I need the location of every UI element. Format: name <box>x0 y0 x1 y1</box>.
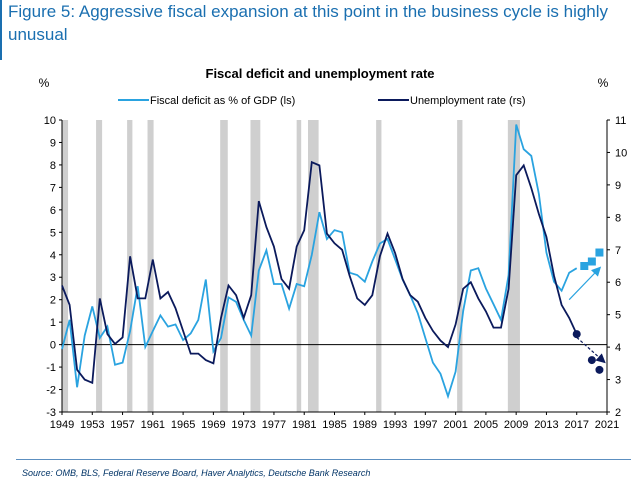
x-tick-label-0: 1949 <box>50 419 74 431</box>
chart: Fiscal deficit and unemployment rate % %… <box>39 66 628 431</box>
x-tick-label-17: 2017 <box>564 419 588 431</box>
x-tick-label-3: 1961 <box>141 419 165 431</box>
y-left-tick-label-7: 4 <box>50 250 56 262</box>
x-tick-label-8: 1981 <box>292 419 316 431</box>
y-right-tick-label-5: 7 <box>615 245 621 257</box>
recession-bands <box>62 120 520 412</box>
y-right-tick-label-3: 5 <box>615 310 621 322</box>
deficit-projection-marker-2 <box>595 248 604 257</box>
y-right-tick-label-4: 6 <box>615 277 621 289</box>
y-right-tick-label-7: 9 <box>615 180 621 192</box>
x-tick-label-1: 1953 <box>80 419 104 431</box>
y-left-tick-label-6: 3 <box>50 272 56 284</box>
x-tick-label-7: 1977 <box>262 419 286 431</box>
y-left-tick-label-13: 10 <box>44 115 56 127</box>
series-lines <box>61 124 578 400</box>
x-tick-label-12: 1997 <box>413 419 437 431</box>
unemployment-projection-marker-0 <box>572 330 581 339</box>
source-note: Source: OMB, BLS, Federal Reserve Board,… <box>22 468 371 478</box>
chart-title: Fiscal deficit and unemployment rate <box>206 66 435 81</box>
y-left-tick-label-4: 1 <box>50 317 56 329</box>
unemployment-projection-marker-1 <box>587 356 596 365</box>
legend: Fiscal deficit as % of GDP (ls) Unemploy… <box>118 95 526 107</box>
recession-band-9 <box>457 120 463 412</box>
y-left-tick-label-12: 9 <box>50 137 56 149</box>
x-tick-label-10: 1989 <box>353 419 377 431</box>
deficit-projection-marker-1 <box>587 257 596 266</box>
recession-band-4 <box>220 120 228 412</box>
x-tick-label-2: 1957 <box>110 419 134 431</box>
y-right-tick-label-8: 10 <box>615 147 627 159</box>
y-left-tick-label-9: 6 <box>50 205 56 217</box>
deficit-projection-marker-0 <box>580 262 589 270</box>
y-left-tick-label-1: -2 <box>46 385 56 397</box>
deficit-line <box>61 124 578 400</box>
x-axis-ticks: 1949 1953 1957 1961 1965 1969 1973 1977 1981 1985… <box>50 412 619 431</box>
ylabel-left: % <box>39 76 50 90</box>
figure-title: Figure 5: Aggressive fiscal expansion at… <box>0 0 634 60</box>
unemployment-projection-marker-2 <box>595 365 604 374</box>
y-axis-right-ticks: 2 3 4 5 6 7 8 9 10 11 <box>607 115 627 419</box>
source-divider <box>16 459 631 460</box>
y-left-tick-label-3: 0 <box>50 340 56 352</box>
x-tick-label-15: 2009 <box>504 419 528 431</box>
unemployment-line <box>61 160 578 385</box>
recession-band-3 <box>147 120 154 412</box>
legend-deficit-label: Fiscal deficit as % of GDP (ls) <box>150 95 295 107</box>
x-tick-label-16: 2013 <box>534 419 558 431</box>
y-left-tick-label-5: 2 <box>50 295 56 307</box>
y-left-tick-label-11: 8 <box>50 160 56 172</box>
y-right-tick-label-1: 3 <box>615 375 621 387</box>
recession-band-0 <box>62 120 69 412</box>
legend-unemployment-label: Unemployment rate (rs) <box>410 95 526 107</box>
deficit-trend-arrow <box>568 266 602 301</box>
recession-band-5 <box>250 120 261 412</box>
y-left-tick-label-10: 7 <box>50 182 56 194</box>
x-tick-label-11: 1993 <box>383 419 407 431</box>
x-tick-label-18: 2021 <box>595 419 619 431</box>
x-tick-label-5: 1969 <box>201 419 225 431</box>
axes <box>61 120 608 413</box>
y-left-tick-label-0: -3 <box>46 407 56 419</box>
recession-band-7 <box>308 120 319 412</box>
x-tick-label-14: 2005 <box>474 419 498 431</box>
x-tick-label-6: 1973 <box>231 419 255 431</box>
y-left-tick-label-8: 5 <box>50 227 56 239</box>
recession-band-10 <box>507 120 520 412</box>
y-right-tick-label-2: 4 <box>615 342 621 354</box>
annotations <box>568 266 606 364</box>
y-right-tick-label-6: 8 <box>615 212 621 224</box>
x-tick-label-13: 2001 <box>443 419 467 431</box>
y-left-tick-label-2: -1 <box>46 362 56 374</box>
y-axis-left-ticks: -3 -2 -1 0 1 2 3 4 5 6 7 8 9 10 <box>44 115 62 419</box>
x-tick-label-9: 1985 <box>322 419 346 431</box>
y-right-tick-label-0: 2 <box>615 407 621 419</box>
recession-band-1 <box>96 120 103 412</box>
x-tick-label-4: 1965 <box>171 419 195 431</box>
ylabel-right: % <box>598 76 609 90</box>
unemployment-trend-arrow <box>576 336 606 364</box>
y-right-tick-label-9: 11 <box>615 115 626 127</box>
recession-band-6 <box>296 120 302 412</box>
projection-markers <box>572 248 604 374</box>
